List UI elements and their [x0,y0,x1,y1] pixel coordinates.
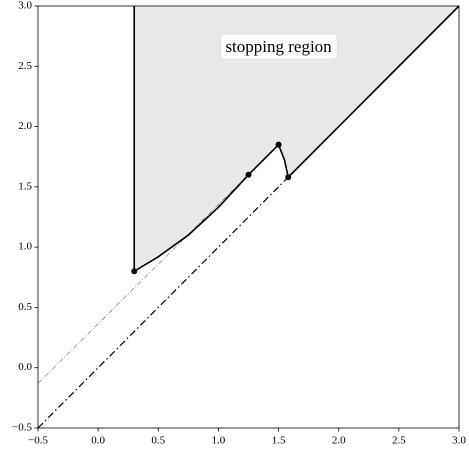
annotation: stopping region [220,33,338,60]
x-tick-label: 1.5 [272,435,286,447]
x-tick-label: 2.0 [332,435,346,447]
y-tick-label: 1.0 [18,241,32,253]
annotation-text: stopping region [225,37,332,56]
y-tick-label: 0.5 [18,301,32,313]
x-tick-label: 0.0 [91,435,105,447]
y-tick-label: 2.5 [18,60,32,72]
plot-frame [37,5,460,429]
x-tick-label: −0.5 [28,435,48,447]
point [245,171,252,178]
x-tick-label: 3.0 [452,435,466,447]
line [133,5,460,273]
y-tick-label: −0.5 [12,422,32,434]
region-fill [134,6,459,272]
y-tick-label: 3.0 [18,0,32,12]
line [37,176,289,429]
y-tick-label: 0.0 [18,361,32,373]
point [131,268,138,275]
y-tick-label: 1.5 [18,180,32,192]
x-tick-label: 1.0 [212,435,226,447]
x-tick-label: 2.5 [392,435,406,447]
y-tick-label: 2.0 [18,120,32,132]
x-tick-label: 0.5 [151,435,165,447]
annotation-box [220,33,338,60]
point [285,174,292,181]
point [275,141,282,148]
